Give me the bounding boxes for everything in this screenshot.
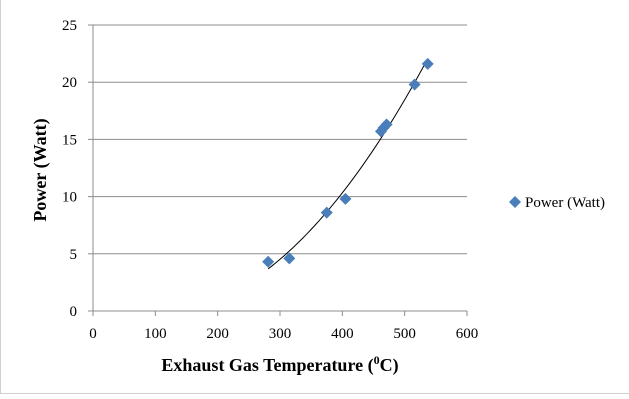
x-axis-title: Exhaust Gas Temperature (0C)	[161, 353, 398, 376]
y-axis-title: Power (Watt)	[30, 118, 51, 221]
y-tick-label-15: 15	[62, 132, 77, 148]
x-axis-title-unit: C)	[380, 355, 399, 376]
y-tick-label-25: 25	[62, 18, 77, 34]
legend-marker-diamond	[509, 196, 521, 208]
x-tick-label-600: 600	[456, 326, 479, 342]
x-tick-label-0: 0	[89, 326, 97, 342]
data-point-4	[339, 192, 352, 205]
data-point-3	[320, 206, 333, 219]
trendline	[267, 58, 429, 270]
x-tick-label-300: 300	[269, 326, 292, 342]
y-tick-label-10: 10	[62, 190, 77, 206]
data-point-9	[421, 57, 434, 70]
x-axis-title-main: Exhaust Gas Temperature (	[161, 355, 373, 376]
gridlines	[93, 24, 467, 255]
x-axis-title-superscript: 0	[374, 353, 380, 367]
data-point-8	[408, 78, 421, 91]
x-tick-label-100: 100	[144, 326, 167, 342]
x-tick-label-400: 400	[331, 326, 354, 342]
y-tick-label-20: 20	[62, 75, 77, 91]
y-tick-label-5: 5	[70, 247, 78, 263]
legend: Power (Watt)	[509, 195, 605, 211]
legend-label: Power (Watt)	[525, 195, 605, 211]
axes: 0 5 10 15 20 25 0 100 200 300 400 500 600	[62, 18, 478, 342]
data-point-7	[380, 118, 393, 131]
data-point-1	[262, 255, 275, 268]
x-tick-label-500: 500	[393, 326, 416, 342]
data-points	[262, 57, 434, 268]
x-tick-label-200: 200	[206, 326, 229, 342]
data-point-2	[283, 252, 296, 265]
y-tick-label-0: 0	[70, 304, 78, 320]
